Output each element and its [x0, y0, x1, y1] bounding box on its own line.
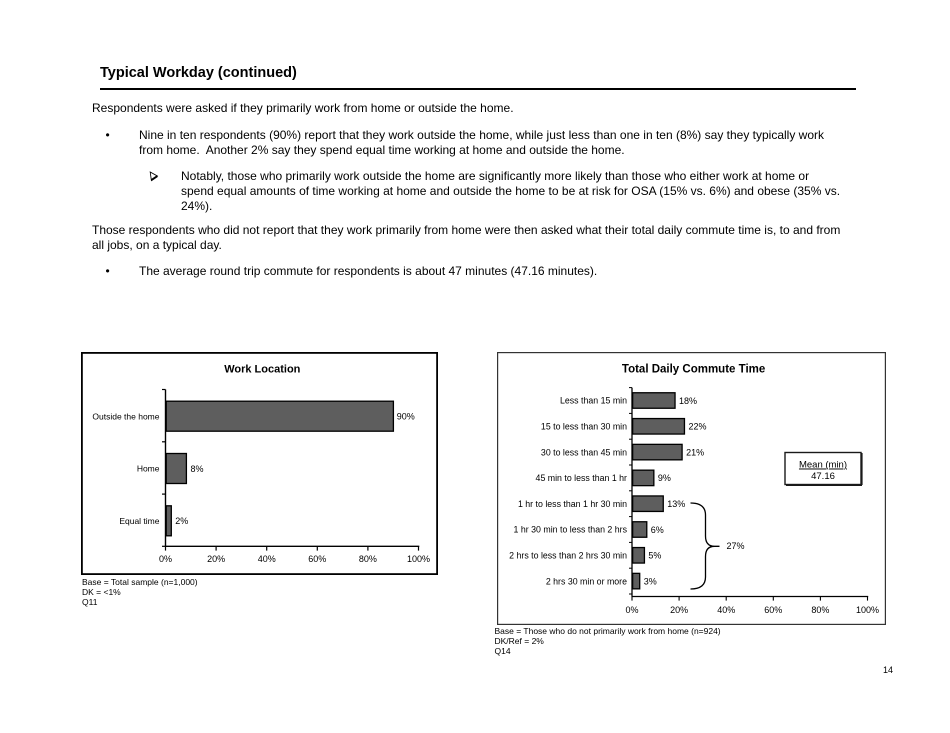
svg-text:27%: 27% [727, 541, 745, 551]
svg-text:22%: 22% [688, 422, 706, 432]
svg-text:1 hr 30 min to less than 2 hrs: 1 hr 30 min to less than 2 hrs [514, 525, 628, 535]
svg-text:20%: 20% [670, 605, 688, 615]
svg-text:47.16: 47.16 [811, 471, 835, 482]
svg-text:15 to less than 30 min: 15 to less than 30 min [541, 422, 627, 432]
svg-text:60%: 60% [764, 605, 782, 615]
svg-text:Outside the home: Outside the home [92, 411, 159, 421]
svg-text:1 hr to less than 1 hr 30 min: 1 hr to less than 1 hr 30 min [518, 499, 627, 509]
svg-text:100%: 100% [407, 554, 430, 564]
svg-text:40%: 40% [258, 554, 276, 564]
svg-text:0%: 0% [159, 554, 172, 564]
svg-text:2 hrs to less than 2 hrs 30 mi: 2 hrs to less than 2 hrs 30 min [509, 551, 627, 561]
svg-text:9%: 9% [658, 473, 671, 483]
svg-text:13%: 13% [667, 499, 685, 509]
svg-text:Equal time: Equal time [119, 516, 159, 526]
svg-text:30 to less than 45 min: 30 to less than 45 min [541, 447, 627, 457]
svg-text:Total Daily Commute Time: Total Daily Commute Time [622, 363, 765, 375]
svg-text:90%: 90% [397, 412, 415, 422]
svg-text:80%: 80% [811, 605, 829, 615]
svg-text:100%: 100% [856, 605, 879, 615]
svg-text:45 min to less than 1 hr: 45 min to less than 1 hr [536, 473, 628, 483]
svg-text:2%: 2% [175, 516, 188, 526]
svg-text:Home: Home [137, 464, 160, 474]
svg-text:80%: 80% [359, 554, 377, 564]
svg-text:21%: 21% [686, 447, 704, 457]
svg-text:20%: 20% [207, 554, 225, 564]
svg-text:5%: 5% [648, 551, 661, 561]
svg-text:Work Location: Work Location [224, 363, 300, 375]
svg-text:6%: 6% [651, 525, 664, 535]
svg-text:3%: 3% [644, 576, 657, 586]
svg-text:18%: 18% [679, 396, 697, 406]
svg-text:2 hrs 30 min or more: 2 hrs 30 min or more [546, 576, 627, 586]
svg-text:Mean (min): Mean (min) [799, 460, 847, 471]
svg-text:Less than 15 min: Less than 15 min [560, 396, 627, 406]
svg-text:8%: 8% [191, 464, 204, 474]
svg-text:40%: 40% [717, 605, 735, 615]
svg-text:0%: 0% [625, 605, 638, 615]
svg-text:60%: 60% [308, 554, 326, 564]
